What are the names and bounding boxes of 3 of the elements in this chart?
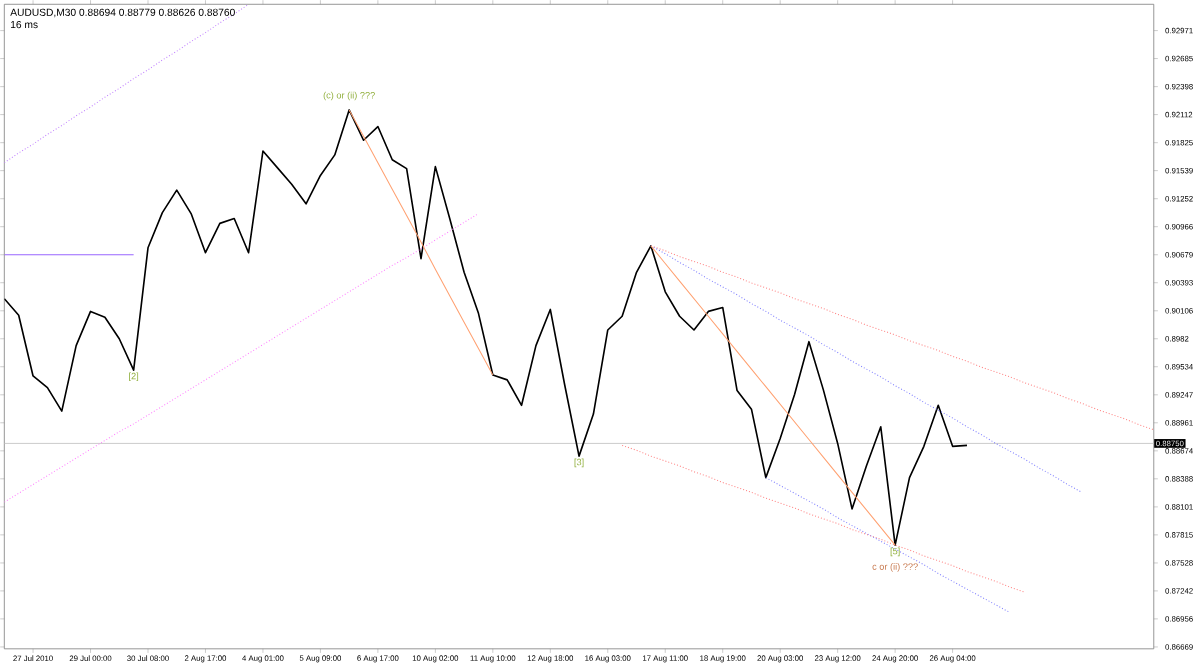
line-series	[348, 109, 494, 376]
line-series	[4, 4, 250, 164]
line-series	[4, 108, 968, 546]
